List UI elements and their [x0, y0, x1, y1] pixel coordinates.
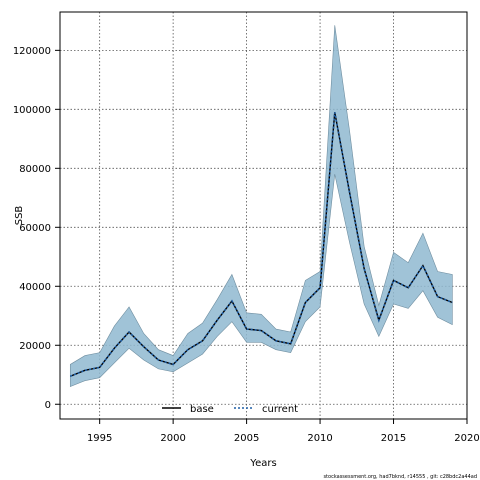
y-tick-label: 120000	[13, 46, 51, 57]
y-tick-label: 60000	[19, 223, 51, 234]
x-tick-label: 2015	[381, 433, 406, 444]
x-axis-title: Years	[249, 458, 276, 469]
confidence-band	[69, 25, 453, 388]
x-tick-label: 2010	[307, 433, 332, 444]
y-tick-label: 0	[45, 400, 51, 411]
legend-label-base: base	[190, 404, 214, 415]
legend: base current	[162, 404, 298, 415]
series-layer	[69, 112, 453, 377]
confidence-band-layer	[69, 25, 453, 388]
y-tick-label: 20000	[19, 341, 51, 352]
x-tick-label: 1995	[87, 433, 112, 444]
legend-label-current: current	[262, 404, 298, 415]
x-tick-label: 2000	[160, 433, 185, 444]
x-tick-label: 2020	[454, 433, 479, 444]
x-tick-label: 2005	[234, 433, 259, 444]
y-tick-label: 100000	[13, 105, 51, 116]
y-axis-title: SSB	[14, 206, 25, 226]
plot-frame	[59, 11, 468, 420]
footer-credit: stockassessment.org, had7bknd, r14555 , …	[323, 474, 477, 480]
series-line-current	[69, 112, 453, 377]
y-tick-label: 40000	[19, 282, 51, 293]
y-tick-label: 80000	[19, 164, 51, 175]
axis-ticks: 1995 2000 2005 2010 2015 2020 0 20000 40000 60000…	[13, 46, 480, 444]
grid-lines	[60, 12, 468, 419]
